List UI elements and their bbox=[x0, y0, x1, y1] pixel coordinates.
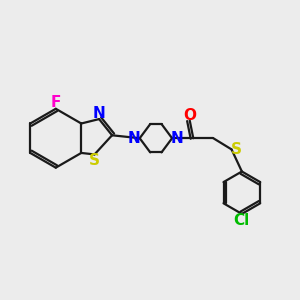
Text: O: O bbox=[183, 108, 196, 123]
Text: N: N bbox=[93, 106, 106, 121]
Text: N: N bbox=[128, 131, 141, 146]
Text: S: S bbox=[231, 142, 242, 157]
Text: F: F bbox=[51, 95, 61, 110]
Text: Cl: Cl bbox=[234, 214, 250, 229]
Text: S: S bbox=[89, 153, 100, 168]
Text: N: N bbox=[171, 131, 184, 146]
